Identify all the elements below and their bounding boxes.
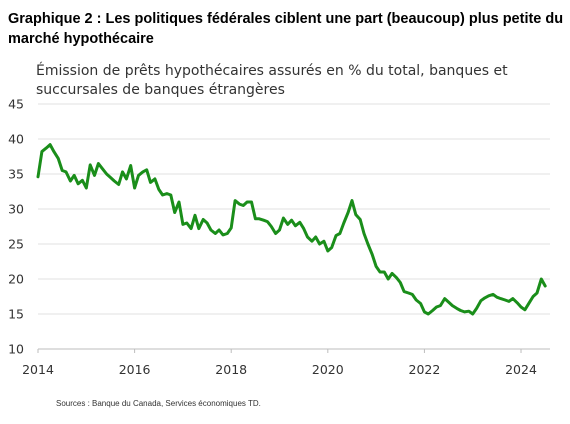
- y-tick-label: 25: [8, 237, 24, 252]
- chart-source: Sources : Banque du Canada, Services éco…: [56, 399, 261, 408]
- gridlines: [38, 103, 550, 315]
- series-line: [36, 143, 547, 316]
- x-tick-label: 2020: [312, 362, 344, 377]
- y-tick-label: 35: [8, 167, 24, 182]
- x-tick-label: 2022: [409, 362, 441, 377]
- chart-subtitle: Émission de prêts hypothécaires assurés …: [36, 63, 508, 98]
- x-tick-label: 2024: [505, 362, 537, 377]
- y-tick-label: 10: [8, 342, 24, 357]
- y-tick-label: 45: [8, 97, 24, 112]
- y-tick-label: 15: [8, 307, 24, 322]
- y-tick-label: 30: [8, 202, 24, 217]
- y-axis-ticks: 10 15 20 25 30 35 40 45: [8, 97, 24, 357]
- x-axis-ticks: 2014 2016 2018 2020 2022 2024: [22, 349, 537, 377]
- x-tick-label: 2016: [119, 362, 151, 377]
- x-tick-label: 2014: [22, 362, 54, 377]
- y-tick-label: 20: [8, 272, 24, 287]
- chart-title: Graphique 2 : Les politiques fédérales c…: [8, 11, 564, 47]
- x-tick-label: 2018: [215, 362, 247, 377]
- y-tick-label: 40: [8, 132, 24, 147]
